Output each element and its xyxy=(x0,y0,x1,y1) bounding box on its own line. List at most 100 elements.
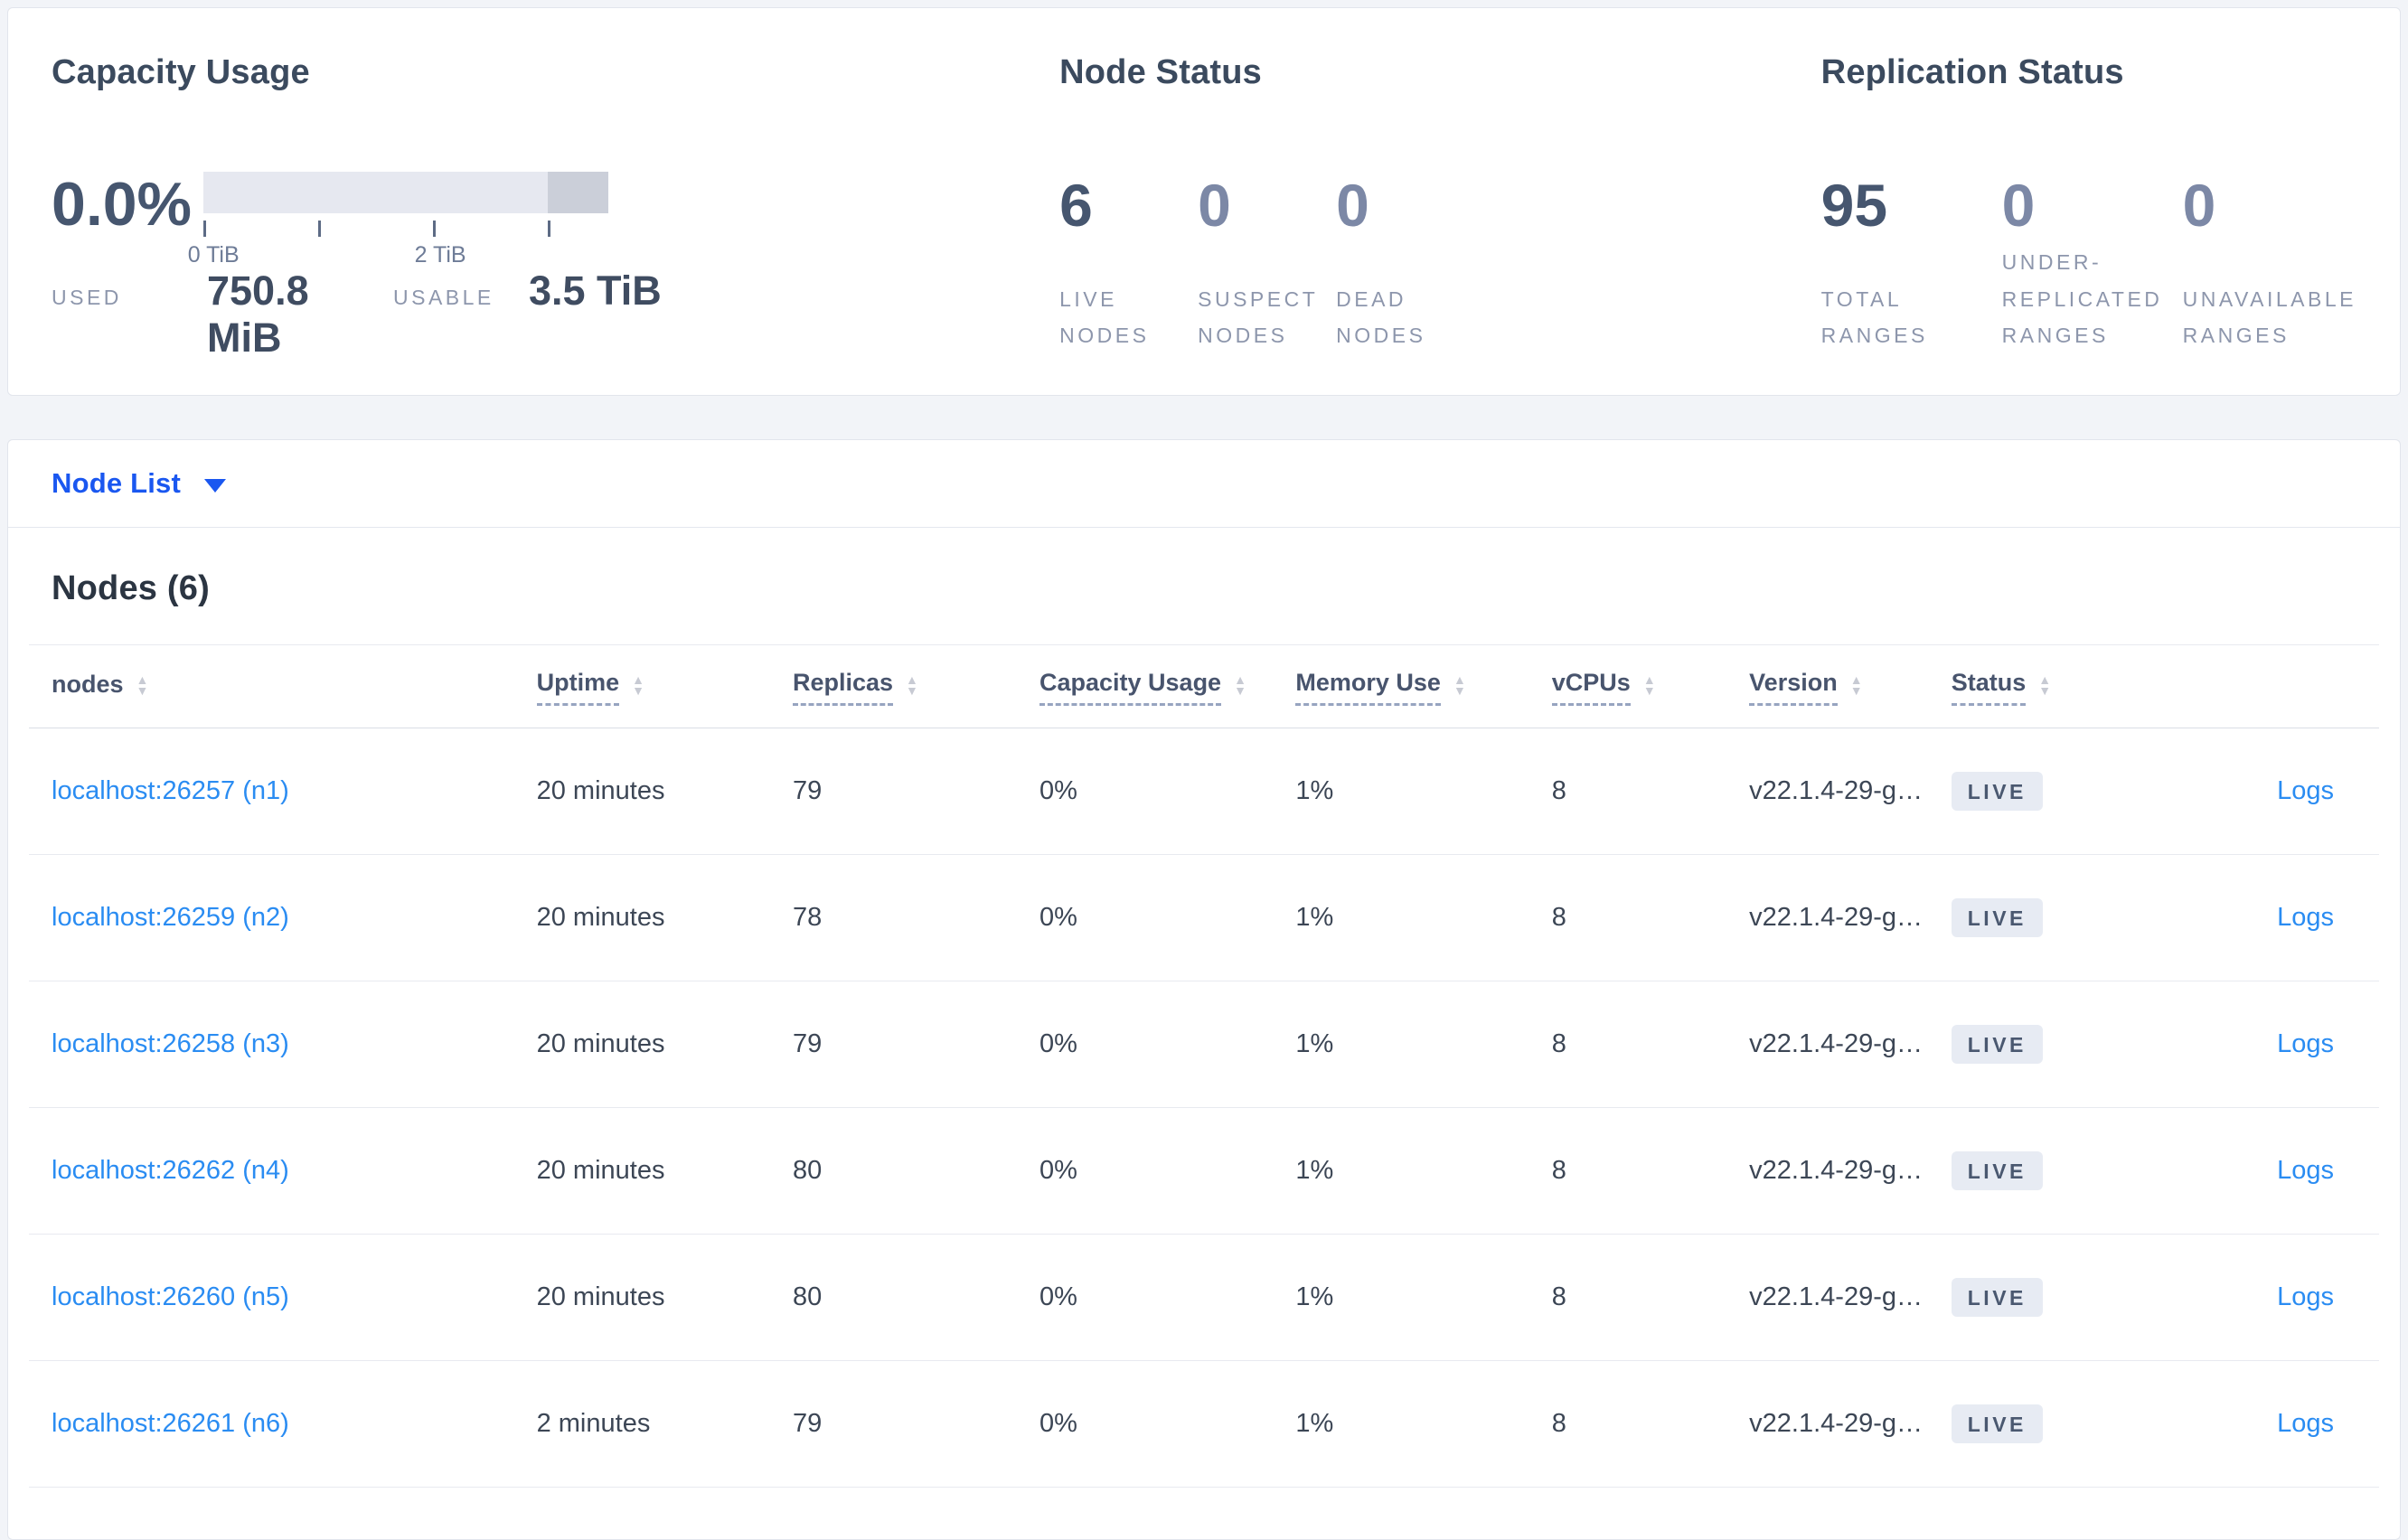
axis-tick-label: 2 TiB xyxy=(414,242,466,268)
column-header-logs xyxy=(2172,645,2379,728)
status-badge: LIVE xyxy=(1951,1025,2043,1064)
vcpus-cell: 8 xyxy=(1551,1156,1566,1185)
table-row: localhost:26258 (n3) 20 minutes 79 0% 1%… xyxy=(29,981,2379,1108)
axis-tick xyxy=(203,221,206,237)
node-link[interactable]: localhost:26260 (n5) xyxy=(52,1282,289,1311)
node-list-dropdown-label: Node List xyxy=(52,467,182,499)
sort-icon: ▲ ▼ xyxy=(1642,671,1656,698)
node-link[interactable]: localhost:26261 (n6) xyxy=(52,1409,289,1438)
replicas-cell: 80 xyxy=(792,1156,823,1185)
version-cell: v22.1.4-29-g… xyxy=(1749,1409,1923,1438)
logs-link[interactable]: Logs xyxy=(2277,1409,2334,1438)
node-link[interactable]: localhost:26259 (n2) xyxy=(52,903,289,932)
node-link[interactable]: localhost:26257 (n1) xyxy=(52,776,289,805)
version-cell: v22.1.4-29-g… xyxy=(1749,1156,1923,1185)
replicas-cell: 79 xyxy=(792,1029,823,1058)
replicas-cell: 80 xyxy=(792,1282,823,1311)
node-list-dropdown[interactable]: Node List xyxy=(52,467,227,500)
column-header-memory-use[interactable]: Memory Use ▲ ▼ xyxy=(1295,645,1551,728)
capacity-used-usable-row: USED 750.8 MiB USABLE 3.5 TiB xyxy=(52,268,1059,362)
capacity-axis: 0 TiB 2 TiB xyxy=(188,213,608,268)
node-list-card: Node List Nodes (6) nodes ▲ ▼ Uptime ▲ ▼ Rep… xyxy=(7,439,2401,1540)
capacity-gauge: 0.0% 0 TiB 2 TiB xyxy=(52,159,1059,268)
column-header-replicas[interactable]: Replicas ▲ ▼ xyxy=(792,645,1039,728)
column-header-status[interactable]: Status ▲ ▼ xyxy=(1951,645,2172,728)
sort-icon: ▲ ▼ xyxy=(136,671,149,698)
capacity-bar-usable-segment xyxy=(203,172,548,213)
version-cell: v22.1.4-29-g… xyxy=(1749,1282,1923,1311)
usable-value: 3.5 TiB xyxy=(529,268,662,314)
total-ranges-stat: 95 TOTAL RANGES xyxy=(1821,159,2002,357)
under-replicated-ranges-value: 0 xyxy=(2001,172,2036,239)
capacity-cell: 0% xyxy=(1039,1156,1077,1185)
node-link[interactable]: localhost:26258 (n3) xyxy=(52,1029,289,1058)
column-header-vcpus[interactable]: vCPUs ▲ ▼ xyxy=(1551,645,1749,728)
uptime-cell: 20 minutes xyxy=(536,776,665,805)
nodes-table-wrap: nodes ▲ ▼ Uptime ▲ ▼ Replicas ▲ ▼ Capacity Usa… xyxy=(8,644,2400,1488)
logs-link[interactable]: Logs xyxy=(2277,1282,2334,1311)
used-value: 750.8 MiB xyxy=(207,268,309,361)
status-badge: LIVE xyxy=(1951,1278,2043,1317)
unavailable-ranges-value: 0 xyxy=(2182,172,2216,239)
memory-cell: 1% xyxy=(1295,1409,1334,1438)
under-replicated-ranges-label: UNDER-REPLICATED RANGES xyxy=(2001,250,2163,347)
status-badge: LIVE xyxy=(1951,1151,2043,1190)
replication-stats: 95 TOTAL RANGES 0 UNDER-REPLICATED RANGE… xyxy=(1821,159,2356,357)
dead-nodes-label: DEAD NODES xyxy=(1336,286,1426,347)
capacity-cell: 0% xyxy=(1039,1409,1077,1438)
suspect-nodes-value: 0 xyxy=(1198,172,1231,239)
capacity-bar: 0 TiB 2 TiB xyxy=(188,172,608,268)
vcpus-cell: 8 xyxy=(1551,1282,1566,1311)
memory-cell: 1% xyxy=(1295,903,1334,932)
sort-icon: ▲ ▼ xyxy=(1453,671,1466,698)
live-nodes-value: 6 xyxy=(1059,172,1093,239)
replication-status-title: Replication Status xyxy=(1820,53,2124,91)
uptime-cell: 2 minutes xyxy=(536,1409,651,1438)
table-row: localhost:26261 (n6) 2 minutes 79 0% 1% … xyxy=(29,1361,2379,1488)
sort-icon: ▲ ▼ xyxy=(2038,671,2052,698)
capacity-cell: 0% xyxy=(1039,1029,1077,1058)
uptime-cell: 20 minutes xyxy=(536,903,665,932)
node-status-title: Node Status xyxy=(1059,53,1263,91)
axis-tick xyxy=(547,221,550,237)
logs-link[interactable]: Logs xyxy=(2277,776,2334,805)
nodes-table: nodes ▲ ▼ Uptime ▲ ▼ Replicas ▲ ▼ Capacity Usa… xyxy=(29,644,2379,1488)
view-selector-bar: Node List xyxy=(8,440,2400,528)
logs-link[interactable]: Logs xyxy=(2277,903,2334,932)
column-header-version[interactable]: Version ▲ ▼ xyxy=(1749,645,1952,728)
replication-status-section: Replication Status 95 TOTAL RANGES 0 UND… xyxy=(1821,53,2356,357)
nodes-count-title: Nodes (6) xyxy=(52,569,210,607)
logs-link[interactable]: Logs xyxy=(2277,1156,2334,1185)
table-row: localhost:26257 (n1) 20 minutes 79 0% 1%… xyxy=(29,728,2379,855)
cluster-summary-card: Capacity Usage 0.0% 0 TiB 2 TiB USED xyxy=(7,7,2401,396)
column-header-nodes[interactable]: nodes ▲ ▼ xyxy=(52,670,149,698)
sort-icon: ▲ ▼ xyxy=(906,671,918,698)
axis-tick xyxy=(432,221,436,237)
table-row: localhost:26262 (n4) 20 minutes 80 0% 1%… xyxy=(29,1108,2379,1235)
capacity-cell: 0% xyxy=(1039,1282,1077,1311)
dead-nodes-value: 0 xyxy=(1336,172,1369,239)
suspect-nodes-label: SUSPECT NODES xyxy=(1198,286,1318,347)
vcpus-cell: 8 xyxy=(1551,903,1566,932)
uptime-cell: 20 minutes xyxy=(536,1282,665,1311)
capacity-cell: 0% xyxy=(1039,776,1077,805)
memory-cell: 1% xyxy=(1295,776,1334,805)
capacity-bar-other-segment xyxy=(547,172,608,213)
live-nodes-stat: 6 LIVE NODES xyxy=(1059,159,1198,357)
logs-link[interactable]: Logs xyxy=(2277,1029,2334,1058)
capacity-cell: 0% xyxy=(1039,903,1077,932)
unavailable-ranges-stat: 0 UNAVAILABLE RANGES xyxy=(2183,159,2373,357)
capacity-bar-track xyxy=(203,172,608,213)
suspect-nodes-stat: 0 SUSPECT NODES xyxy=(1198,159,1336,357)
replicas-cell: 79 xyxy=(792,776,823,805)
uptime-cell: 20 minutes xyxy=(536,1029,665,1058)
usable-label: USABLE xyxy=(393,286,494,309)
table-header-row: nodes ▲ ▼ Uptime ▲ ▼ Replicas ▲ ▼ Capacity Usa… xyxy=(29,644,2379,728)
node-link[interactable]: localhost:26262 (n4) xyxy=(52,1156,289,1185)
vcpus-cell: 8 xyxy=(1551,1409,1566,1438)
column-header-capacity-usage[interactable]: Capacity Usage ▲ ▼ xyxy=(1039,645,1295,728)
axis-tick-label: 0 TiB xyxy=(187,242,240,268)
unavailable-ranges-label: UNAVAILABLE RANGES xyxy=(2182,286,2356,347)
column-header-uptime[interactable]: Uptime ▲ ▼ xyxy=(536,645,793,728)
used-label: USED xyxy=(52,286,122,309)
